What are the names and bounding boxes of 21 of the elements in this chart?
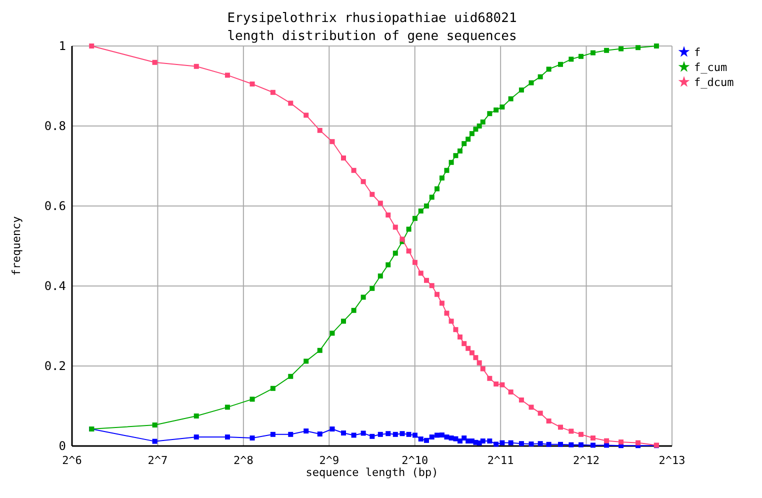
legend-label: f [694,46,701,59]
x-axis-title: sequence length (bp) [306,466,438,479]
y-axis-title: frequency [10,216,23,276]
x-tick-label: 2^8 [233,454,254,467]
legend-label: f_dcum [694,76,734,89]
y-tick-label: 0 [58,439,66,454]
chart-title: Erysipelothrix rhusiopathiae uid68021 [227,11,517,26]
x-tick-label: 2^11 [487,454,514,467]
chart-subtitle: length distribution of gene sequences [227,29,517,44]
x-tick-label: 2^10 [402,454,428,467]
y-tick-label: 1 [58,39,66,54]
x-tick-label: 2^7 [148,454,168,467]
y-tick-label: 0.8 [44,119,66,134]
y-tick-label: 0.4 [44,279,66,294]
x-tick-label: 2^12 [573,454,600,467]
y-tick-label: 0.2 [44,359,66,374]
legend-label: f_cum [694,60,728,74]
x-tick-label: 2^6 [62,454,82,467]
x-tick-label: 2^9 [319,454,340,467]
y-tick-label: 0.6 [44,199,66,214]
x-tick-label: 2^13 [658,454,686,467]
